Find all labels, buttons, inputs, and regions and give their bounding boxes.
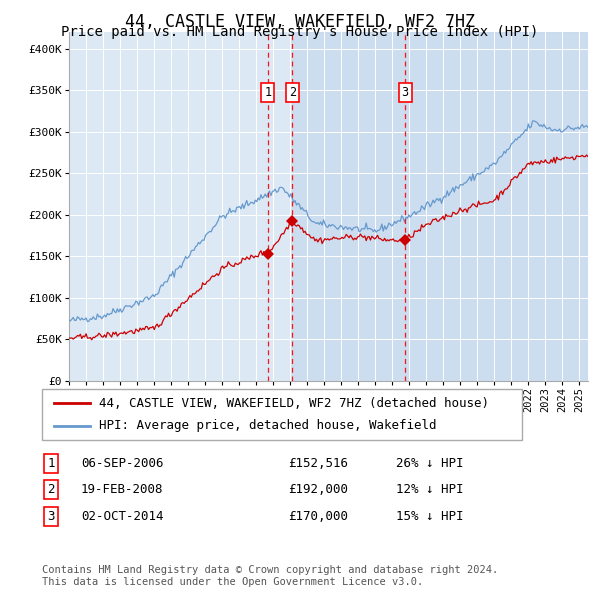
Text: 1: 1	[264, 86, 271, 99]
Text: 44, CASTLE VIEW, WAKEFIELD, WF2 7HZ (detached house): 44, CASTLE VIEW, WAKEFIELD, WF2 7HZ (det…	[99, 397, 489, 410]
Text: Contains HM Land Registry data © Crown copyright and database right 2024.
This d: Contains HM Land Registry data © Crown c…	[42, 565, 498, 587]
Text: 2: 2	[47, 483, 55, 496]
Text: 2: 2	[289, 86, 296, 99]
Text: Price paid vs. HM Land Registry's House Price Index (HPI): Price paid vs. HM Land Registry's House …	[61, 25, 539, 40]
Text: 15% ↓ HPI: 15% ↓ HPI	[396, 510, 464, 523]
Bar	[292, 32, 405, 381]
Text: HPI: Average price, detached house, Wakefield: HPI: Average price, detached house, Wake…	[99, 419, 437, 432]
Text: 06-SEP-2006: 06-SEP-2006	[81, 457, 163, 470]
Text: 44, CASTLE VIEW, WAKEFIELD, WF2 7HZ: 44, CASTLE VIEW, WAKEFIELD, WF2 7HZ	[125, 13, 475, 31]
Text: 26% ↓ HPI: 26% ↓ HPI	[396, 457, 464, 470]
Text: £170,000: £170,000	[288, 510, 348, 523]
Text: 3: 3	[401, 86, 409, 99]
Text: 12% ↓ HPI: 12% ↓ HPI	[396, 483, 464, 496]
Text: £192,000: £192,000	[288, 483, 348, 496]
Text: 19-FEB-2008: 19-FEB-2008	[81, 483, 163, 496]
Text: 02-OCT-2014: 02-OCT-2014	[81, 510, 163, 523]
Bar	[405, 32, 588, 381]
Text: 1: 1	[47, 457, 55, 470]
Text: £152,516: £152,516	[288, 457, 348, 470]
Text: 3: 3	[47, 510, 55, 523]
